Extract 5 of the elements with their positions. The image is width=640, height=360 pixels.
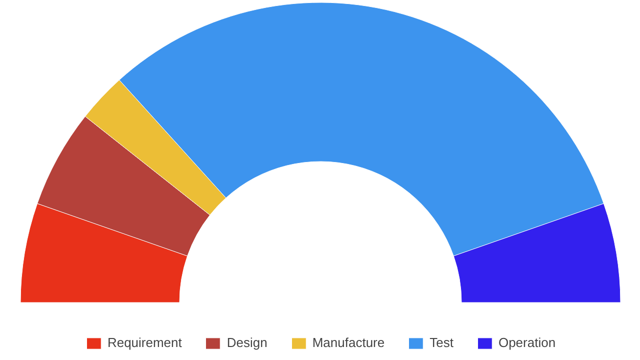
legend-label: Test: [430, 335, 454, 350]
legend-label: Design: [226, 335, 268, 350]
legend-label: Operation: [498, 335, 556, 350]
legend-label: Requirement: [107, 335, 182, 350]
legend-label: Manufacture: [312, 335, 385, 350]
